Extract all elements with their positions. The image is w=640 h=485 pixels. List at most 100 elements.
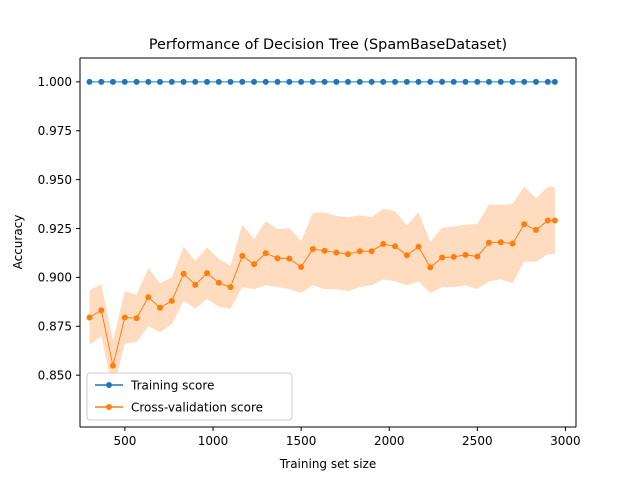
training-score-point: [251, 78, 258, 85]
training-score-point: [180, 78, 187, 85]
x-tick-label: 500: [113, 434, 136, 448]
cross-validation-score-point: [462, 251, 469, 258]
cross-validation-score-point: [551, 217, 558, 224]
cross-validation-score-point: [368, 248, 375, 255]
training-score-point: [133, 78, 140, 85]
training-score-point: [380, 78, 387, 85]
cross-validation-score-point: [450, 253, 457, 260]
training-score-point: [485, 78, 492, 85]
cross-validation-score-point: [333, 249, 340, 256]
cross-validation-score-point: [321, 247, 328, 254]
cross-validation-score-point: [86, 314, 93, 321]
training-score-point: [204, 78, 211, 85]
cross-validation-score-point: [286, 255, 293, 262]
cross-validation-score-point: [168, 297, 175, 304]
y-tick-label: 0.875: [38, 320, 72, 334]
cross-validation-score-point: [474, 253, 481, 260]
x-tick-label: 1000: [198, 434, 229, 448]
y-axis-label: Accuracy: [11, 215, 25, 270]
legend-marker-cross-validation: [106, 404, 112, 410]
y-tick-label: 0.900: [38, 271, 72, 285]
training-score-point: [109, 78, 116, 85]
cross-validation-score-point: [145, 294, 152, 301]
cv-std-band-layer: [89, 186, 555, 391]
cross-validation-score-point: [156, 304, 163, 311]
legend-label-training: Training score: [130, 379, 214, 393]
training-score-point: [403, 78, 410, 85]
y-tick-label: 0.950: [38, 173, 72, 187]
training-score-point: [439, 78, 446, 85]
legend-label-cross-validation: Cross-validation score: [131, 401, 263, 415]
training-score-point: [368, 78, 375, 85]
training-score-point: [533, 78, 539, 85]
training-score-point: [474, 78, 481, 85]
cross-validation-score-point: [192, 281, 199, 288]
x-tick-label: 2500: [462, 434, 493, 448]
cross-validation-score-point: [239, 252, 246, 259]
cross-validation-score-point: [485, 239, 492, 246]
training-score-point: [156, 78, 163, 85]
cross-validation-score-point: [533, 226, 539, 233]
series-layer: [86, 78, 558, 369]
training-score-point: [356, 78, 363, 85]
training-score-point: [345, 78, 351, 85]
cross-validation-score-point: [204, 270, 211, 277]
legend-marker-training: [106, 382, 112, 388]
x-tick-label: 3000: [550, 434, 581, 448]
cross-validation-score-point: [509, 240, 516, 247]
y-tick-label: 1.000: [38, 75, 72, 89]
training-score-point: [497, 78, 504, 85]
training-score-point: [121, 78, 128, 85]
training-score-point: [544, 78, 551, 85]
training-score-point: [321, 78, 328, 85]
legend-box: [86, 372, 293, 421]
cross-validation-score-point: [180, 270, 187, 277]
x-tick-label: 1500: [286, 434, 317, 448]
cross-validation-score-point: [298, 264, 305, 271]
y-axis-ticks: 0.850 0.875 0.900 0.925 0.950 0.975 1.000: [38, 75, 80, 382]
chart-title: Performance of Decision Tree (SpamBaseDa…: [149, 37, 507, 53]
training-score-point: [450, 78, 457, 85]
cross-validation-score-point: [309, 246, 316, 253]
cross-validation-score-point: [403, 252, 410, 259]
training-score-point: [427, 78, 434, 85]
training-score-point: [274, 78, 281, 85]
cross-validation-score-point: [345, 251, 351, 258]
training-score-point: [521, 78, 528, 85]
y-tick-label: 0.975: [38, 124, 72, 138]
cross-validation-score-point: [439, 254, 446, 261]
cross-validation-score-point: [133, 315, 140, 322]
training-score-point: [509, 78, 516, 85]
training-score-point: [462, 78, 469, 85]
cross-validation-score-point: [392, 243, 399, 250]
training-score-point: [262, 78, 269, 85]
cross-validation-score-point: [98, 307, 105, 314]
training-score-point: [227, 78, 234, 85]
cv-std-band: [89, 186, 555, 391]
y-tick-label: 0.850: [38, 368, 72, 382]
cross-validation-score-point: [121, 314, 128, 321]
y-tick-label: 0.925: [38, 222, 72, 236]
training-score-point: [415, 78, 422, 85]
training-score-point: [168, 78, 175, 85]
training-score-point: [298, 78, 305, 85]
training-score-point: [86, 78, 93, 85]
x-tick-label: 2000: [374, 434, 405, 448]
training-score-point: [551, 78, 558, 85]
cross-validation-score-point: [109, 362, 116, 369]
x-axis-ticks: 500 1000 1500 2000 2500 3000: [113, 427, 581, 448]
training-score-point: [392, 78, 399, 85]
cross-validation-score-point: [380, 240, 387, 247]
cross-validation-score-point: [251, 261, 258, 268]
cross-validation-score-point: [356, 248, 363, 255]
cross-validation-score-point: [262, 250, 269, 257]
cross-validation-score-point: [415, 243, 422, 250]
cross-validation-score-point: [427, 264, 434, 271]
cross-validation-score-point: [521, 221, 528, 228]
training-score-point: [333, 78, 340, 85]
training-score-point: [286, 78, 293, 85]
training-score-point: [239, 78, 246, 85]
cross-validation-score-point: [274, 255, 281, 262]
training-score-point: [98, 78, 105, 85]
